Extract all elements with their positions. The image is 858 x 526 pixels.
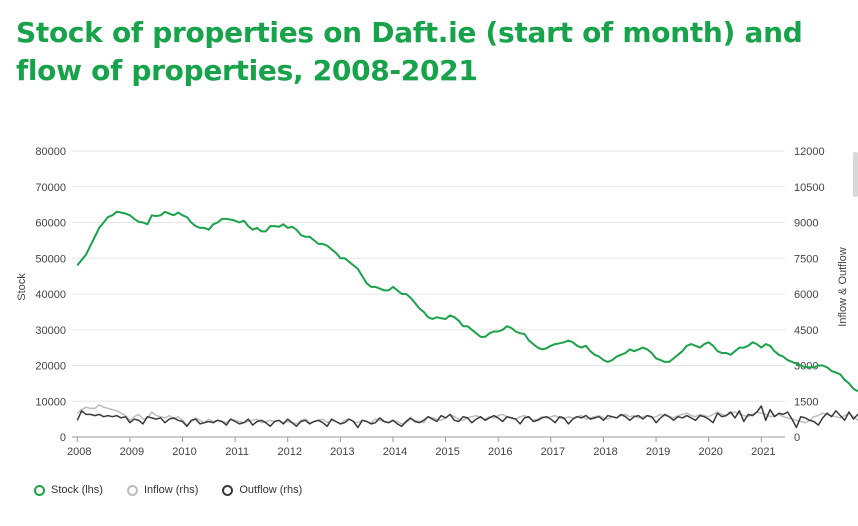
y-left-tick-label: 80000 [35,146,66,158]
y-right-tick-label: 9000 [794,218,818,230]
y-left-tick-label: 70000 [35,182,66,194]
chart-series [76,210,858,429]
y-right-tick-label: 6000 [794,289,818,301]
y-right-tick-label: 4500 [794,325,818,337]
x-tick-label: 2010 [172,446,196,458]
y-left-tick-label: 40000 [35,289,66,301]
chart-title: Stock of properties on Daft.ie (start of… [16,16,803,87]
y-left-tick-label: 50000 [35,253,66,265]
x-tick-label: 2014 [383,446,407,458]
x-tick-label: 2017 [541,446,565,458]
legend-item-inflow[interactable]: Inflow (rhs) [126,484,199,496]
y-left-tick-label: 10000 [35,396,66,408]
y-right-tick-label: 1500 [794,396,818,408]
x-tick-label: 2016 [488,446,512,458]
legend-marker-outflow-icon [222,484,234,496]
y-right-tick-label: 10500 [794,182,825,194]
x-axis: 2008 2009 2010 2011 2012 2013 2014 2015 2016 2017… [67,436,785,458]
y-right-tick-label: 12000 [794,146,825,158]
x-tick-label: 2009 [120,446,144,458]
series-line-stock [76,210,858,393]
y-right-tick-label: 0 [794,432,800,444]
chart-grid [72,150,785,438]
x-tick-label: 2008 [67,446,91,458]
y-axis-right-title: Inflow & Outflow [837,247,849,327]
x-tick-label: 2021 [751,446,775,458]
legend-item-outflow[interactable]: Outflow (rhs) [222,484,302,496]
x-tick-label: 2012 [277,446,301,458]
series-line-outflow [76,405,858,429]
legend-item-stock[interactable]: Stock (lhs) [34,484,103,496]
legend-marker-inflow-icon [126,484,138,496]
x-tick-label: 2011 [225,446,249,458]
x-tick-label: 2013 [330,446,354,458]
y-left-tick-label: 20000 [35,361,66,373]
y-left-tick-label: 30000 [35,325,66,337]
legend-label-stock: Stock (lhs) [51,484,103,496]
x-tick-label: 2018 [593,446,617,458]
y-left-tick-label: 60000 [35,218,66,230]
y-axis-left-title: Stock [16,273,28,301]
legend-label-outflow: Outflow (rhs) [239,484,303,496]
x-tick-label: 2019 [646,446,670,458]
y-right-tick-label: 7500 [794,253,818,265]
x-tick-label: 2020 [698,446,722,458]
legend-label-inflow: Inflow (rhs) [143,484,199,496]
series-line-inflow [76,404,858,426]
legend-marker-stock-icon [34,484,45,496]
x-tick-label: 2015 [435,446,459,458]
y-axis-left: 0 10000 20000 30000 40000 50000 60000 70000 8000… [35,146,66,444]
page-scrollbar[interactable] [853,152,858,197]
y-left-tick-label: 0 [60,432,66,444]
chart-legend: Stock (lhs) Inflow (rhs) Outflow (rhs) [34,484,302,496]
